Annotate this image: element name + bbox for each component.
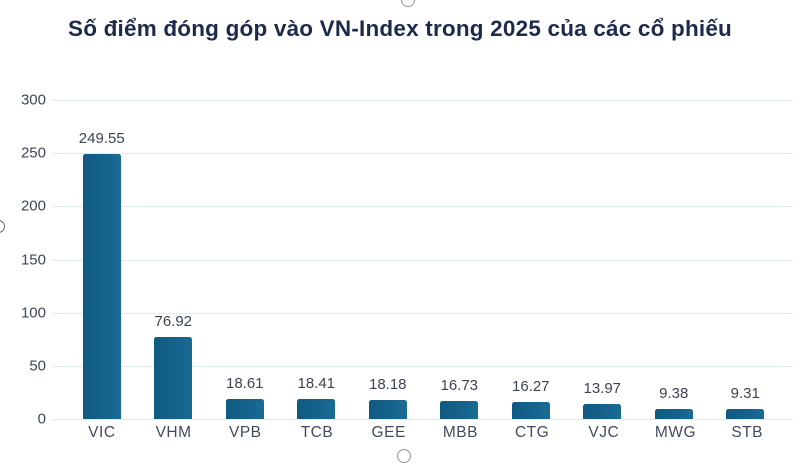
bar-CTG[interactable] — [511, 401, 550, 419]
bar-value-label-VHM: 76.92 — [154, 313, 193, 331]
x-axis-label-VPB: VPB — [229, 424, 262, 441]
bar-value-label-MWG: 9.38 — [659, 385, 689, 403]
y-tick-label-0: 0 — [37, 410, 46, 428]
cropped-glyph-fragment-left — [0, 220, 5, 233]
y-tick-label-250: 250 — [20, 144, 46, 162]
x-axis-label-MWG: MWG — [654, 424, 697, 441]
bar-STB[interactable] — [726, 409, 765, 419]
x-axis-label-VJC: VJC — [588, 424, 620, 441]
bar-slot-MWG: 9.38 — [638, 100, 710, 419]
bar-value-label-MBB: 16.73 — [440, 377, 479, 395]
x-axis-label-MBB: MBB — [442, 424, 478, 441]
bar-slot-CTG: 16.27 — [495, 100, 567, 419]
bar-value-label-STB: 9.31 — [730, 385, 760, 403]
bar-slot-STB: 9.31 — [710, 100, 782, 419]
chart-title: Số điểm đóng góp vào VN-Index trong 2025… — [67, 16, 733, 41]
x-axis-labels: VIC VHM VPB TCB GEE MBB CTG VJC MWG STB — [66, 424, 783, 442]
y-tick-label-100: 100 — [20, 304, 46, 322]
x-axis-label-CTG: CTG — [514, 424, 550, 441]
gridline-200 — [52, 206, 793, 208]
gridline-300 — [52, 100, 793, 101]
x-axis-label-TCB: TCB — [300, 424, 334, 441]
x-axis-label-VIC: VIC — [88, 424, 116, 441]
bars-row: 249.55 76.92 18.61 18.41 18.18 16.73 16.27 13.9… — [66, 100, 781, 419]
bar-value-label-VJC: 13.97 — [583, 380, 622, 398]
bar-value-label-VPB: 18.61 — [225, 375, 264, 393]
bar-value-label-TCB: 18.41 — [297, 375, 336, 393]
bar-MBB[interactable] — [440, 401, 479, 419]
y-tick-label-200: 200 — [20, 197, 46, 215]
bar-TCB[interactable] — [297, 399, 336, 419]
gridline-50 — [52, 365, 793, 367]
bar-VHM[interactable] — [154, 337, 193, 419]
bar-slot-VIC: 249.55 — [66, 100, 138, 419]
bar-VIC[interactable] — [82, 153, 121, 419]
bar-slot-MBB: 16.73 — [424, 100, 496, 419]
bar-slot-TCB: 18.41 — [281, 100, 353, 419]
y-tick-label-50: 50 — [29, 357, 46, 375]
gridline-250 — [52, 153, 793, 155]
gridline-100 — [52, 312, 793, 314]
cropped-ring-decoration-top — [401, 0, 415, 7]
x-axis-label-GEE: GEE — [371, 424, 406, 441]
bar-slot-VPB: 18.61 — [209, 100, 281, 419]
bar-VJC[interactable] — [583, 404, 622, 419]
bar-value-label-GEE: 18.18 — [368, 375, 407, 393]
bar-slot-VJC: 13.97 — [567, 100, 639, 419]
bar-value-label-VIC: 249.55 — [78, 129, 125, 147]
bar-slot-VHM: 76.92 — [138, 100, 210, 419]
bar-MWG[interactable] — [654, 409, 693, 419]
bar-value-label-CTG: 16.27 — [511, 377, 550, 395]
y-tick-label-300: 300 — [20, 91, 46, 109]
bar-slot-GEE: 18.18 — [352, 100, 424, 419]
y-tick-label-150: 150 — [20, 251, 46, 268]
plot-area: 0 50 100 150 200 250 300 249.55 76.92 18.61 18.41… — [21, 92, 793, 428]
bar-VPB[interactable] — [225, 399, 264, 419]
cropped-ring-decoration-bottom — [397, 449, 411, 463]
bar-GEE[interactable] — [368, 399, 407, 419]
x-axis-label-VHM: VHM — [155, 424, 192, 441]
gridline-150 — [52, 259, 793, 261]
x-axis-label-STB: STB — [731, 424, 763, 441]
gridline-0 — [52, 419, 793, 420]
